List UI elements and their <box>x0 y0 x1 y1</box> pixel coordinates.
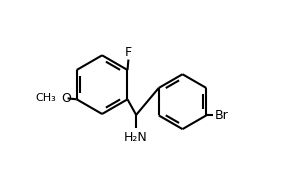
Text: F: F <box>125 46 132 59</box>
Text: O: O <box>62 92 72 105</box>
Text: CH₃: CH₃ <box>35 93 56 103</box>
Text: H₂N: H₂N <box>123 131 147 144</box>
Text: Br: Br <box>214 109 228 122</box>
